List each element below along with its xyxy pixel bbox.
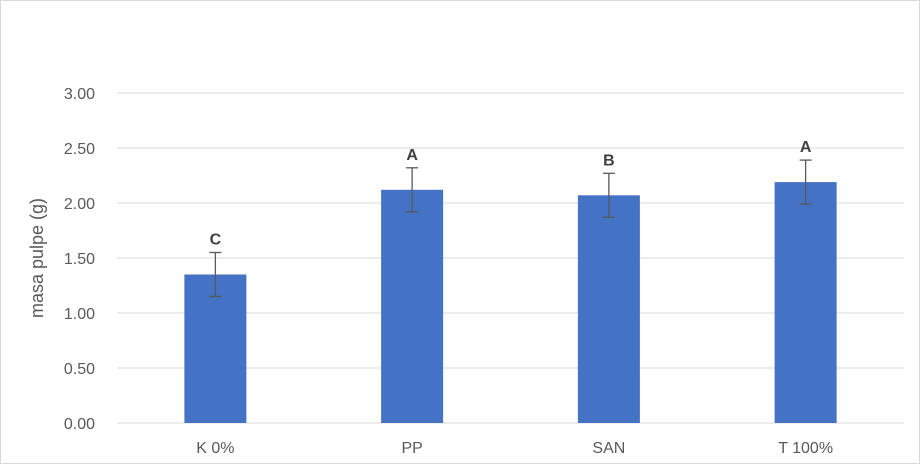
bar: [381, 189, 444, 423]
y-tick-label: 1.00: [64, 306, 95, 323]
significance-labels: C A B A: [210, 139, 812, 248]
x-axis-ticks: K 0% PP SAN T 100%: [196, 440, 833, 457]
error-bar: [406, 167, 419, 213]
x-tick-label: PP: [401, 440, 422, 457]
y-axis-ticks: 0.00 0.50 1.00 1.50 2.00 2.50 3.00: [64, 86, 95, 433]
error-bars: [209, 159, 812, 298]
bar: [577, 195, 640, 423]
y-axis-title: masa pulpe (g): [27, 198, 47, 318]
significance-label: C: [210, 232, 222, 249]
x-tick-label: T 100%: [778, 440, 833, 457]
significance-label: B: [603, 152, 615, 169]
bar: [774, 182, 837, 423]
y-tick-label: 0.50: [64, 361, 95, 378]
x-tick-label: K 0%: [196, 440, 234, 457]
bar: [184, 274, 247, 423]
x-tick-label: SAN: [592, 440, 625, 457]
y-tick-label: 2.50: [64, 141, 95, 158]
significance-label: A: [800, 139, 812, 156]
y-tick-label: 3.00: [64, 86, 95, 103]
error-bar: [209, 251, 222, 298]
bars: [184, 182, 837, 423]
y-tick-label: 0.00: [64, 416, 95, 433]
y-tick-label: 2.00: [64, 196, 95, 213]
gridlines: [117, 92, 904, 424]
significance-label: A: [406, 147, 418, 164]
error-bar: [602, 172, 615, 218]
error-bar: [799, 159, 812, 205]
y-tick-label: 1.50: [64, 251, 95, 268]
